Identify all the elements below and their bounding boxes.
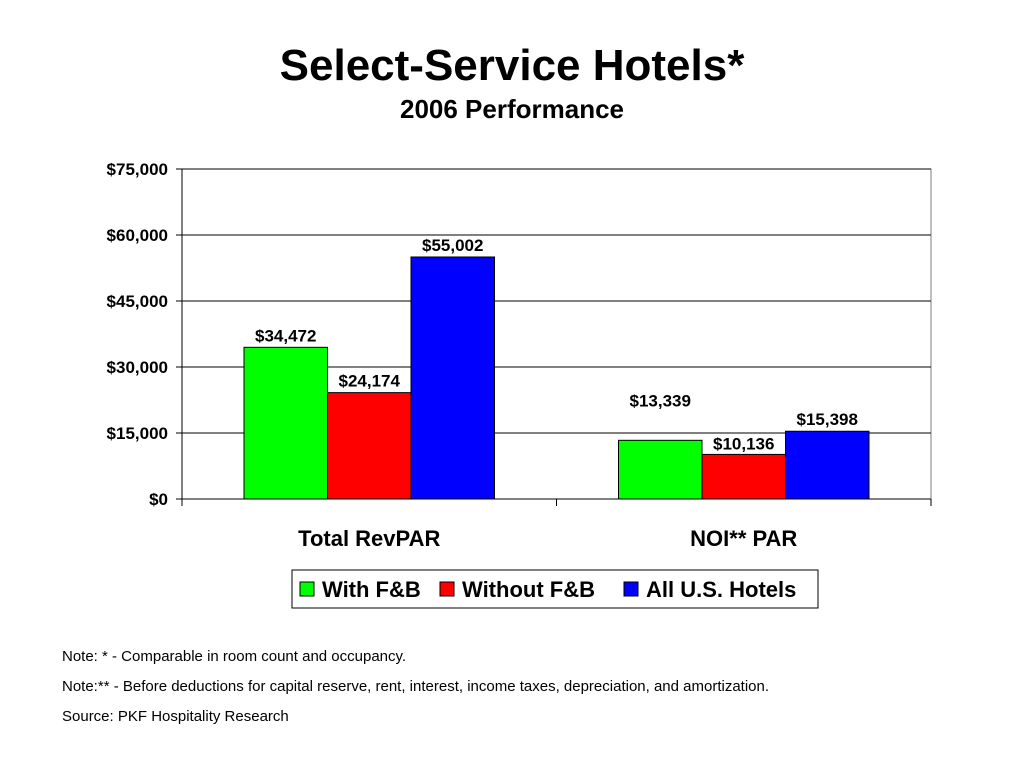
bar: [410, 256, 495, 500]
bar: [785, 430, 870, 500]
legend-label: With F&B: [322, 577, 421, 602]
legend-label: All U.S. Hotels: [646, 577, 796, 602]
y-tick-label: $0: [149, 490, 168, 509]
data-label: $34,472: [255, 326, 316, 345]
legend-swatch: [299, 581, 315, 597]
x-category-label: Total RevPAR: [298, 526, 440, 551]
bar-chart: $0 $15,000 $30,000 $45,000 $60,000 $75,000 $34…: [107, 160, 932, 609]
chart-subtitle: 2006 Performance: [399, 94, 625, 124]
legend-swatch: [439, 581, 455, 597]
bar: [618, 439, 703, 500]
x-category-label: NOI** PAR: [690, 526, 797, 551]
data-label: $15,398: [797, 410, 858, 429]
bar: [327, 392, 412, 500]
y-tick-label: $15,000: [107, 424, 168, 443]
note-comparable: Note: * - Comparable in room count and o…: [62, 648, 407, 665]
bar: [243, 346, 328, 500]
y-tick-label: $30,000: [107, 358, 168, 377]
note-noi-definition: Note:** - Before deductions for capital …: [62, 678, 770, 695]
bar: [701, 453, 786, 500]
legend-swatch: [623, 581, 639, 597]
y-tick-label: $60,000: [107, 226, 168, 245]
chart-title: Select-Service Hotels*: [279, 41, 745, 90]
y-tick-label: $45,000: [107, 292, 168, 311]
source-note: Source: PKF Hospitality Research: [62, 708, 289, 725]
data-label: $13,339: [630, 391, 691, 410]
data-label: $55,002: [422, 236, 483, 255]
data-label: $10,136: [713, 434, 774, 453]
legend: [291, 569, 819, 609]
y-tick-label: $75,000: [107, 160, 168, 179]
legend-label: Without F&B: [462, 577, 595, 602]
data-label: $24,174: [339, 372, 401, 391]
